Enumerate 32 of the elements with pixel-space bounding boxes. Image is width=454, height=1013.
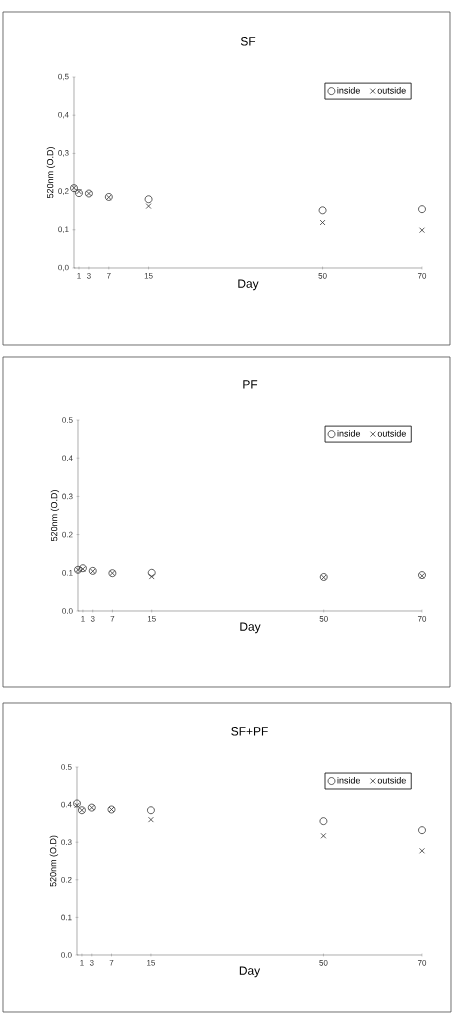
point [148,816,154,823]
chart-title: SF [240,37,256,46]
legend-label: inside [337,87,360,94]
point [419,847,425,854]
point [318,206,327,215]
point [418,205,426,214]
x-axis-title: Day [239,966,261,978]
y-axis-title: 520nm (O.D) [46,147,56,199]
point [75,189,83,198]
point [76,188,82,195]
point [419,227,425,234]
point [148,573,155,580]
y-axis-title: 520nm (O.D) [50,490,60,542]
point [144,195,153,204]
point [147,806,155,815]
x-axis-title: Day [240,622,261,634]
legend-label: inside [337,430,361,437]
point [319,817,328,826]
chart-title: PF [243,380,258,389]
point [147,568,156,577]
legend-label: outside [377,777,406,784]
x-axis-title: Day [238,279,259,291]
point [320,832,327,839]
legend-label: outside [377,430,406,437]
legend-label: outside [377,87,406,94]
point [73,799,81,808]
point [145,203,152,209]
legend-label: inside [337,777,361,784]
point [74,802,80,809]
y-axis-title: 520nm (O.D) [49,835,59,887]
chart-title: SF+PF [231,727,268,736]
point [418,826,426,835]
